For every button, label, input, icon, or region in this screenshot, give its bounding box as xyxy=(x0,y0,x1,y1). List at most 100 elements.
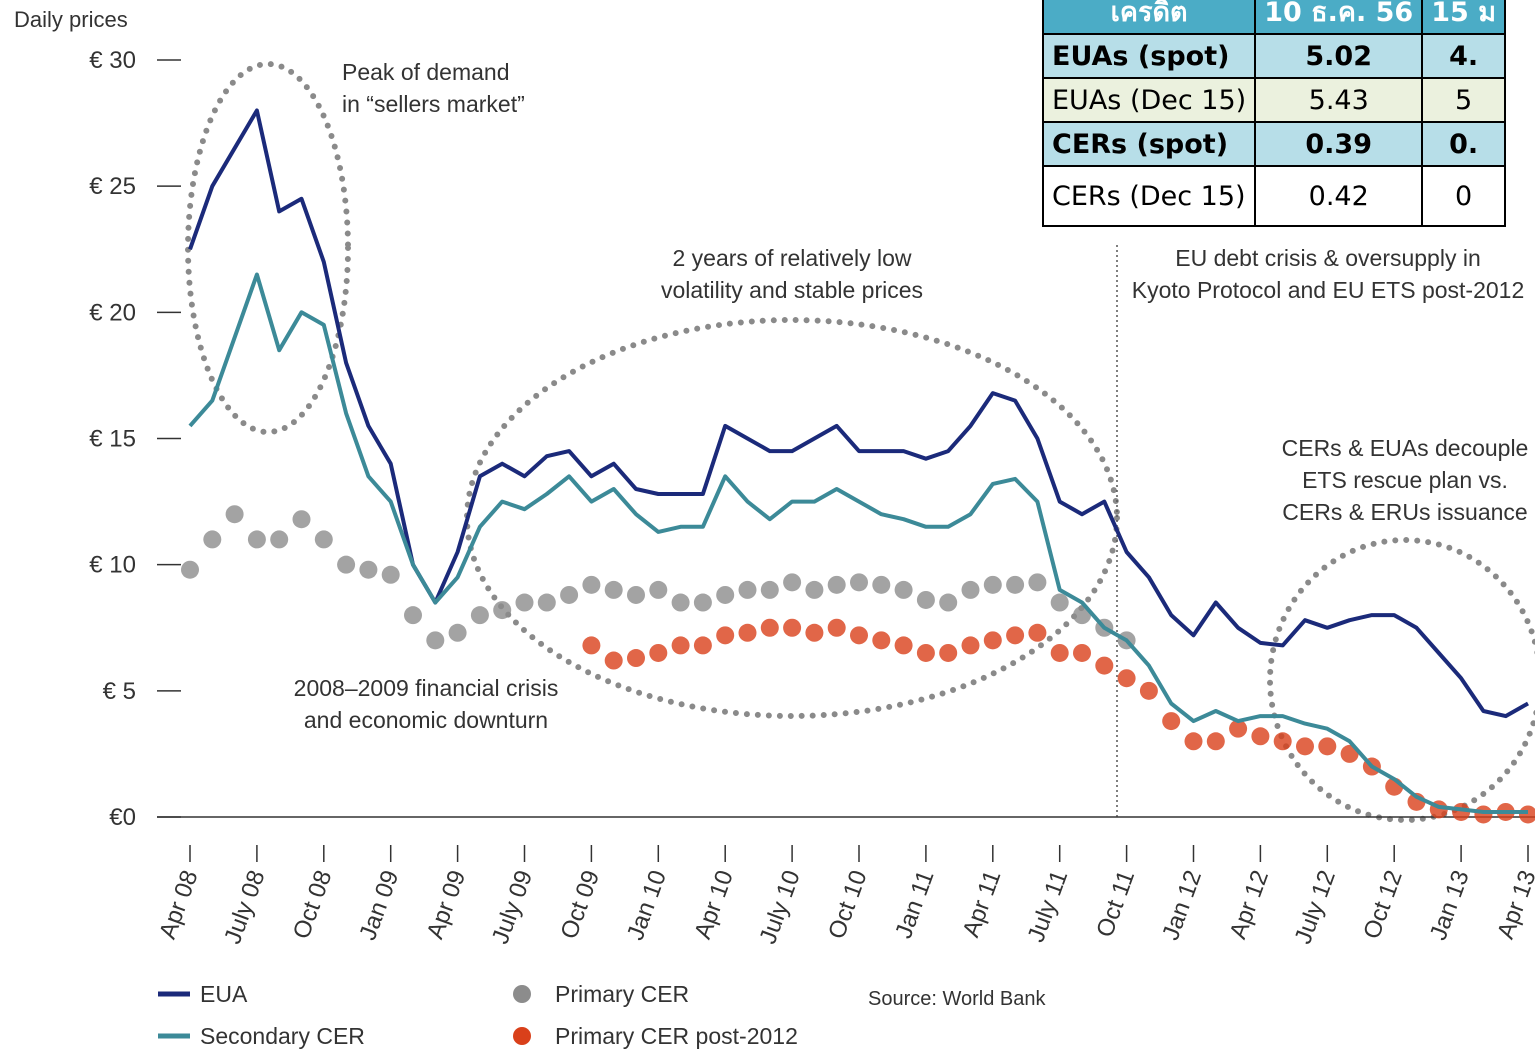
series-dot xyxy=(426,631,445,650)
table-cell: 0 xyxy=(1421,165,1506,227)
series-line xyxy=(188,272,1528,814)
table-row: EUAs (Dec 15) 5.43 5 xyxy=(1042,77,1506,123)
legend-swatch xyxy=(513,1027,531,1045)
series-dot xyxy=(961,580,980,599)
series-dot xyxy=(939,643,958,662)
x-tick-label: Apr 08 xyxy=(154,867,204,943)
annotation: 2 years of relatively low xyxy=(672,245,911,271)
x-tick-label: Oct 08 xyxy=(288,867,338,943)
table-cell: CERs (Dec 15) xyxy=(1042,165,1257,227)
series-dot xyxy=(1340,744,1359,763)
series-dot xyxy=(760,618,779,637)
legend-label: EUA xyxy=(200,981,248,1007)
ellipse xyxy=(1267,537,1535,823)
series-dot xyxy=(827,618,846,637)
series-dot xyxy=(604,580,623,599)
x-tick-label: July 08 xyxy=(219,867,270,948)
annotation: ETS rescue plan vs. xyxy=(1302,467,1508,493)
table-cell: EUAs (Dec 15) xyxy=(1042,77,1257,123)
y-tick-label: €0 xyxy=(109,804,136,831)
series-dot xyxy=(872,575,891,594)
series-dot xyxy=(203,530,222,549)
x-tick-label: Jan 10 xyxy=(622,867,672,944)
ellipse xyxy=(185,61,351,435)
series-dot xyxy=(894,636,913,655)
series-dot xyxy=(805,623,824,642)
series-dot xyxy=(805,580,824,599)
x-tick-label: Oct 12 xyxy=(1358,867,1408,943)
series-dot xyxy=(1073,643,1091,662)
series-dot xyxy=(1519,805,1535,824)
legend-label: Primary CER xyxy=(555,981,689,1007)
series-dot xyxy=(247,530,266,549)
annotation: in “sellers market” xyxy=(342,91,525,117)
series-dot xyxy=(1251,727,1270,746)
series-dot xyxy=(961,636,980,655)
x-tick-label: Apr 13 xyxy=(1492,867,1535,943)
series-dot xyxy=(1006,575,1025,594)
annotation: volatility and stable prices xyxy=(661,277,923,303)
price-table: เครดิต 10 ธ.ค. 56 15 ม EUAs (spot) 5.02 4. EUA… xyxy=(1042,0,1535,227)
series-dot xyxy=(649,580,668,599)
series-dot xyxy=(1296,737,1314,756)
series-dot xyxy=(404,606,422,625)
series-dot xyxy=(850,573,868,592)
series-dot xyxy=(560,585,579,604)
series-dot xyxy=(760,580,779,599)
y-tick-label: € 25 xyxy=(89,173,136,200)
x-tick-label: July 12 xyxy=(1290,867,1341,948)
series-dot xyxy=(1318,737,1337,756)
series-dot xyxy=(693,636,712,655)
series-dot xyxy=(1095,656,1114,675)
series-dot xyxy=(1229,719,1248,738)
series-dot xyxy=(894,580,913,599)
table-row: CERs (Dec 15) 0.42 0 xyxy=(1042,165,1506,227)
y-axis-label: Daily prices xyxy=(14,7,128,32)
series-dot xyxy=(872,631,891,650)
series-dot xyxy=(850,626,868,645)
x-tick-label: Jan 13 xyxy=(1425,867,1475,944)
series-dot xyxy=(916,643,935,662)
series-dot xyxy=(537,593,556,612)
series-dot xyxy=(627,585,645,604)
annotation: Peak of demand xyxy=(342,59,510,85)
series-dot xyxy=(1073,606,1091,625)
series-dot xyxy=(270,530,289,549)
x-tick-label: Jan 09 xyxy=(354,867,404,944)
series-dot xyxy=(1050,593,1069,612)
series-dot xyxy=(671,593,690,612)
series-dot xyxy=(225,505,244,524)
y-tick-label: € 30 xyxy=(89,47,136,74)
table-cell: 0. xyxy=(1421,121,1506,167)
series-dot xyxy=(916,590,935,609)
series-dot xyxy=(582,575,601,594)
x-tick-label: Jan 12 xyxy=(1157,867,1207,944)
series-dot xyxy=(448,623,467,642)
x-tick-label: Apr 10 xyxy=(689,867,739,943)
series-dot xyxy=(671,636,690,655)
x-tick-label: Oct 11 xyxy=(1091,867,1140,941)
annotation: CERs & ERUs issuance xyxy=(1282,499,1527,525)
series-dot xyxy=(337,555,356,574)
header-cell: เครดิต xyxy=(1042,0,1257,35)
y-tick-label: € 15 xyxy=(89,426,136,453)
series-dot xyxy=(359,560,378,579)
series-dot xyxy=(1206,732,1225,751)
series-dot xyxy=(783,573,802,592)
series-dot xyxy=(1162,712,1181,731)
legend-label: Secondary CER xyxy=(200,1023,365,1049)
x-tick-label: July 09 xyxy=(487,867,538,948)
series-dot xyxy=(649,643,668,662)
legend-swatch xyxy=(513,985,531,1003)
series-dot xyxy=(783,618,802,637)
annotation: CERs & EUAs decouple xyxy=(1282,435,1529,461)
y-tick-label: € 5 xyxy=(103,678,136,705)
series-dot xyxy=(1050,643,1069,662)
source: Source: World Bank xyxy=(868,988,1046,1010)
table-header-row: เครดิต 10 ธ.ค. 56 15 ม xyxy=(1042,0,1506,35)
x-tick-label: Oct 10 xyxy=(823,867,873,943)
x-tick-label: Oct 09 xyxy=(555,867,605,943)
series-dot xyxy=(939,593,958,612)
series-dot xyxy=(470,606,489,625)
